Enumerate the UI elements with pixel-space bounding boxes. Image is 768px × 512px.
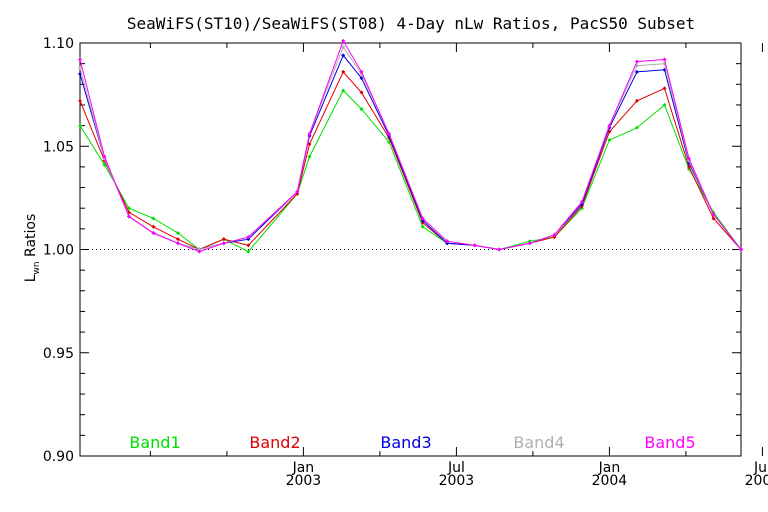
data-point-band5 <box>151 230 156 235</box>
data-point-band5 <box>307 131 312 136</box>
data-point-band5 <box>472 243 477 248</box>
data-point-band2 <box>711 216 716 221</box>
data-point-band5 <box>497 247 502 252</box>
data-point-band1 <box>307 154 312 159</box>
data-point-band3 <box>341 53 346 58</box>
data-point-band3 <box>246 237 251 242</box>
data-point-band5 <box>341 38 346 43</box>
data-point-band5 <box>175 241 180 246</box>
data-point-band4 <box>634 63 639 68</box>
data-point-band4 <box>78 65 82 70</box>
legend-band5: Band5 <box>644 433 695 452</box>
series-line-band5 <box>79 39 742 253</box>
data-point-band5 <box>686 156 691 161</box>
y-tick-label: 1.00 <box>43 243 74 259</box>
data-point-band2 <box>246 243 251 248</box>
data-point-band5 <box>197 249 202 254</box>
data-point-band5 <box>420 216 425 221</box>
data-point-band1 <box>126 206 131 211</box>
chart-title: SeaWiFS(ST10)/SeaWiFS(ST08) 4-Day nLw Ra… <box>127 14 695 33</box>
data-point-band5 <box>711 212 716 217</box>
data-point-band3 <box>445 241 450 246</box>
x-tick-year-label: 2004 <box>592 473 628 489</box>
data-point-band5 <box>445 239 450 244</box>
data-point-band2 <box>307 142 312 147</box>
data-point-band1 <box>175 230 180 235</box>
data-point-band2 <box>175 237 180 242</box>
x-tick-year-label: 2003 <box>439 473 475 489</box>
data-point-band5 <box>527 241 532 246</box>
series-line-band2 <box>79 70 742 251</box>
data-point-band2 <box>634 98 639 103</box>
data-point-band1 <box>341 88 346 93</box>
data-point-band5 <box>634 59 639 64</box>
data-point-band5 <box>221 241 226 246</box>
legend-band3: Band3 <box>380 433 431 452</box>
plot-frame <box>79 42 742 457</box>
data-point-band5 <box>607 123 612 128</box>
data-point-band5 <box>102 154 107 159</box>
series-line-band3 <box>79 54 742 251</box>
y-tick-label: 0.90 <box>43 449 74 465</box>
data-point-band5 <box>359 69 364 74</box>
legend-band1: Band1 <box>129 433 180 452</box>
y-tick-label: 0.95 <box>43 346 74 362</box>
data-point-band2 <box>126 210 131 215</box>
data-point-band5 <box>739 247 743 252</box>
data-point-band2 <box>552 235 557 240</box>
data-point-band2 <box>221 237 226 242</box>
y-tick-label: 1.05 <box>43 139 74 155</box>
data-point-band2 <box>662 86 667 91</box>
data-point-band2 <box>151 224 156 229</box>
x-tick-month-label: Jan <box>598 460 621 476</box>
x-tick-year-label: 2004 <box>745 473 768 489</box>
data-point-band1 <box>78 123 82 128</box>
data-point-band2 <box>341 69 346 74</box>
data-point-band5 <box>246 235 251 240</box>
data-point-band5 <box>78 57 82 62</box>
data-point-band2 <box>359 90 364 95</box>
data-point-band1 <box>527 239 532 244</box>
data-point-band1 <box>359 107 364 112</box>
x-tick-year-label: 2003 <box>286 473 322 489</box>
data-point-band4 <box>197 247 202 252</box>
data-point-band5 <box>387 131 392 136</box>
data-point-band1 <box>607 138 612 143</box>
data-point-band5 <box>662 57 667 62</box>
y-axis-label: Lwn Ratios <box>23 214 42 283</box>
series-line-band1 <box>79 89 742 253</box>
data-point-band5 <box>295 189 300 194</box>
legend-band2: Band2 <box>249 433 300 452</box>
data-point-band1 <box>662 102 667 107</box>
data-point-band1 <box>151 216 156 221</box>
data-point-band2 <box>78 98 82 103</box>
x-tick-month-label: Jul <box>753 460 768 476</box>
data-point-band1 <box>246 249 251 254</box>
data-point-band1 <box>634 125 639 130</box>
y-tick-label: 1.10 <box>43 36 74 52</box>
data-point-band5 <box>579 200 584 205</box>
data-point-band1 <box>420 224 425 229</box>
data-point-band5 <box>552 233 557 238</box>
data-point-band5 <box>126 214 131 219</box>
x-tick-month-label: Jul <box>447 460 465 476</box>
data-point-band3 <box>634 69 639 74</box>
data-point-band4 <box>341 45 346 50</box>
plot-area: 0.900.951.001.051.10Jan2003Jul2003Jan200… <box>43 36 768 489</box>
series-line-band4 <box>79 46 742 251</box>
x-tick-month-label: Jan <box>292 460 315 476</box>
legend-band4: Band4 <box>513 433 564 452</box>
